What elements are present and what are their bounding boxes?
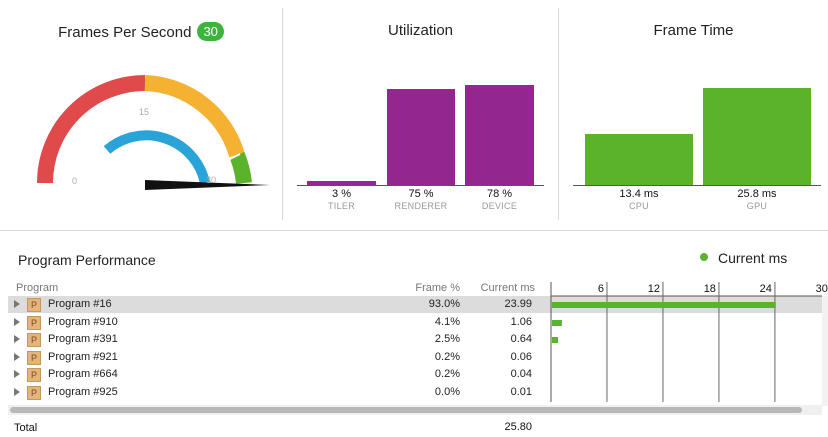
- program-icon: P: [27, 333, 41, 347]
- tiler-value: 3 %: [332, 188, 351, 200]
- table-row[interactable]: P Program #925 0.0% 0.01: [8, 384, 822, 401]
- current-ms: 23.99: [504, 298, 532, 310]
- program-performance-title: Program Performance: [18, 252, 156, 268]
- program-icon: P: [27, 316, 41, 330]
- program-icon: P: [27, 298, 41, 312]
- timeline-tick-label: 6: [598, 283, 604, 295]
- program-icon: P: [27, 351, 41, 365]
- gauge-needle: [145, 180, 270, 190]
- fps-panel: Frames Per Second 30 0 15 30: [0, 0, 282, 222]
- device-label: DEVICE: [481, 201, 518, 211]
- divider-1: [282, 8, 283, 220]
- cpu-label: CPU: [629, 201, 649, 211]
- program-name: Program #391: [48, 333, 118, 345]
- frame-time-panel: Frame Time 13.4 ms CPU 25.8 ms GPU: [559, 0, 828, 222]
- table-row[interactable]: P Program #664 0.2% 0.04: [8, 366, 822, 383]
- table-row[interactable]: P Program #391 2.5% 0.64: [8, 331, 822, 348]
- program-icon: P: [27, 368, 41, 382]
- column-header-program[interactable]: Program: [16, 282, 59, 294]
- frame-pct: 0.2%: [434, 351, 460, 363]
- bar-renderer: [387, 89, 455, 185]
- bar-gpu: [703, 88, 811, 185]
- section-divider: [0, 230, 828, 231]
- horizontal-scroll-thumb[interactable]: [10, 407, 802, 413]
- total-value: 25.80: [504, 421, 532, 433]
- current-ms: 1.06: [510, 316, 532, 328]
- column-header-frame-pct[interactable]: Frame %: [415, 282, 460, 294]
- legend: Current ms: [700, 250, 787, 266]
- frame-pct: 0.0%: [434, 386, 460, 398]
- fps-gauge: 0 15 30: [37, 75, 270, 190]
- expand-triangle-icon[interactable]: [14, 335, 20, 343]
- utilization-panel: Utilization 3 % TILER 75 % RENDERER 78 %…: [283, 0, 558, 222]
- utilization-baseline: [297, 185, 544, 186]
- frame-pct: 93.0%: [428, 298, 460, 310]
- fps-title: Frames Per Second: [58, 24, 192, 41]
- bar-tiler: [307, 181, 376, 185]
- table-row[interactable]: P Program #921 0.2% 0.06: [8, 349, 822, 366]
- fps-badge: 30: [197, 22, 224, 41]
- gauge-arc-blue: [103, 130, 210, 185]
- expand-triangle-icon[interactable]: [14, 388, 20, 396]
- legend-label: Current ms: [718, 250, 788, 266]
- divider-2: [558, 8, 559, 220]
- table-row[interactable]: P Program #910 4.1% 1.06: [8, 314, 822, 331]
- timeline-tick-label: 24: [760, 283, 772, 295]
- legend-dot-icon: [700, 253, 708, 261]
- timeline-tick-label: 12: [648, 283, 660, 295]
- frame-pct: 4.1%: [434, 316, 460, 328]
- tiler-label: TILER: [327, 201, 355, 211]
- renderer-label: RENDERER: [394, 201, 448, 211]
- bar-cpu: [585, 134, 693, 185]
- timeline-tick-label: 30: [816, 283, 828, 295]
- expand-triangle-icon[interactable]: [14, 370, 20, 378]
- current-ms: 0.06: [510, 351, 532, 363]
- frame-time-title: Frame Time: [653, 22, 734, 39]
- expand-triangle-icon[interactable]: [14, 300, 20, 308]
- expand-triangle-icon[interactable]: [14, 353, 20, 361]
- renderer-value: 75 %: [408, 188, 434, 200]
- program-name: Program #925: [48, 386, 118, 398]
- current-ms: 0.64: [510, 333, 532, 345]
- cpu-value: 13.4 ms: [619, 188, 659, 200]
- gauge-arc-orange: [144, 75, 245, 158]
- column-header-current-ms[interactable]: Current ms: [480, 282, 535, 294]
- vertical-scrollbar[interactable]: [822, 296, 828, 406]
- total-label: Total: [14, 422, 38, 434]
- program-icon: P: [27, 386, 41, 400]
- gauge-arc-green: [229, 151, 252, 185]
- gpu-value: 25.8 ms: [737, 188, 777, 200]
- current-ms: 0.04: [510, 368, 532, 380]
- frame-time-baseline: [573, 185, 821, 186]
- program-name: Program #921: [48, 351, 118, 363]
- timeline-tick-label: 18: [704, 283, 716, 295]
- table-row[interactable]: P Program #16 93.0% 23.99: [8, 296, 822, 313]
- expand-triangle-icon[interactable]: [14, 318, 20, 326]
- program-name: Program #664: [48, 368, 118, 380]
- program-name: Program #16: [48, 298, 112, 310]
- gauge-tick-30: [227, 153, 241, 161]
- horizontal-scrollbar[interactable]: [8, 405, 822, 415]
- frame-pct: 0.2%: [434, 368, 460, 380]
- gauge-label-15: 15: [139, 107, 149, 117]
- gauge-arc-red: [37, 75, 146, 184]
- utilization-title: Utilization: [387, 22, 454, 39]
- current-ms: 0.01: [510, 386, 532, 398]
- gpu-label: GPU: [746, 201, 768, 211]
- gauge-label-0: 0: [72, 176, 77, 186]
- device-value: 78 %: [486, 188, 513, 200]
- gauge-label-30: 30: [206, 175, 216, 185]
- fps-title-row: Frames Per Second 30: [0, 22, 282, 41]
- frame-pct: 2.5%: [434, 333, 460, 345]
- program-name: Program #910: [48, 316, 118, 328]
- bar-device: [465, 85, 534, 185]
